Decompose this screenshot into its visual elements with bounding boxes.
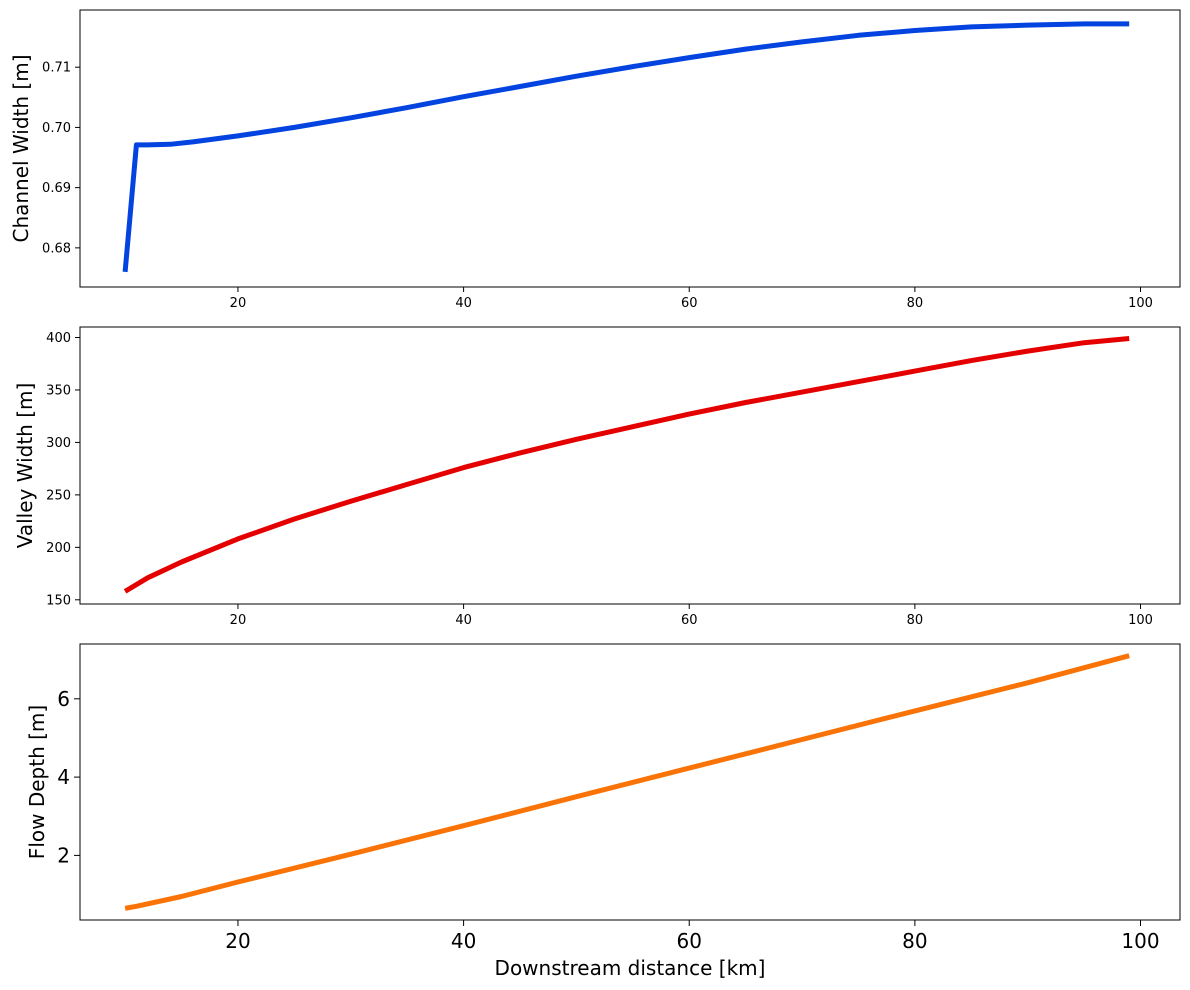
series-line <box>122 21 1130 273</box>
y-tick-label: 0.69 <box>42 181 71 196</box>
x-tick-label: 80 <box>902 929 927 953</box>
y-tick-label: 0.71 <box>42 61 71 76</box>
x-tick-label: 60 <box>677 929 702 953</box>
series-lines <box>123 336 1130 594</box>
y-axis-label: Valley Width [m] <box>13 383 37 549</box>
y-tick-label: 0.70 <box>42 121 71 136</box>
x-tick-label: 100 <box>1121 929 1159 953</box>
x-tick-label: 40 <box>455 613 472 628</box>
y-tick-label: 150 <box>46 593 71 608</box>
x-tick-label: 20 <box>230 296 247 311</box>
x-axis-label: Downstream distance [km] <box>495 956 766 980</box>
plot-frame <box>79 326 1181 605</box>
x-tick-label: 60 <box>681 296 698 311</box>
y-tick-label: 0.68 <box>42 241 71 256</box>
series-lines <box>122 21 1130 273</box>
plot-frame <box>79 643 1181 921</box>
x-tick-label: 40 <box>455 296 472 311</box>
x-tick-label: 60 <box>681 613 698 628</box>
x-tick-label: 100 <box>1128 296 1153 311</box>
y-axis-label: Flow Depth [m] <box>25 705 49 859</box>
x-tick-label: 100 <box>1128 613 1153 628</box>
y-tick-label: 250 <box>46 488 71 503</box>
series-line <box>123 336 1130 594</box>
series-lines <box>124 653 1130 911</box>
panel-flow-depth: 20 40 60 80 100 2 4 6 Flow Depth [m] Downstrea… <box>25 643 1181 980</box>
y-tick-label: 350 <box>46 383 71 398</box>
y-ticks: 0.68 0.69 0.70 0.71 <box>42 61 80 256</box>
y-ticks: 2 4 6 <box>57 687 80 867</box>
x-tick-label: 20 <box>230 613 247 628</box>
y-tick-label: 200 <box>46 541 71 556</box>
y-axis-label: Channel Width [m] <box>9 54 33 242</box>
y-tick-label: 6 <box>57 687 70 711</box>
x-tick-label: 80 <box>907 613 924 628</box>
x-tick-label: 80 <box>907 296 924 311</box>
panel-channel-width: 20 40 60 80 100 0.68 0.69 0.70 0.71 Channel Wid… <box>9 9 1181 311</box>
x-tick-label: 40 <box>451 929 476 953</box>
y-tick-label: 2 <box>57 843 70 867</box>
series-line <box>124 653 1130 911</box>
x-ticks: 20 40 60 80 100 <box>225 920 1160 953</box>
x-ticks: 20 40 60 80 100 <box>230 604 1153 628</box>
x-tick-label: 20 <box>225 929 250 953</box>
plot-frame <box>79 9 1181 288</box>
y-tick-label: 4 <box>57 765 70 789</box>
y-tick-label: 400 <box>46 331 71 346</box>
x-ticks: 20 40 60 80 100 <box>230 287 1153 311</box>
y-ticks: 150 200 250 300 350 400 <box>46 331 80 608</box>
panel-valley-width: 20 40 60 80 100 150 200 250 300 350 400 Valley Wi… <box>13 326 1181 628</box>
y-tick-label: 300 <box>46 436 71 451</box>
